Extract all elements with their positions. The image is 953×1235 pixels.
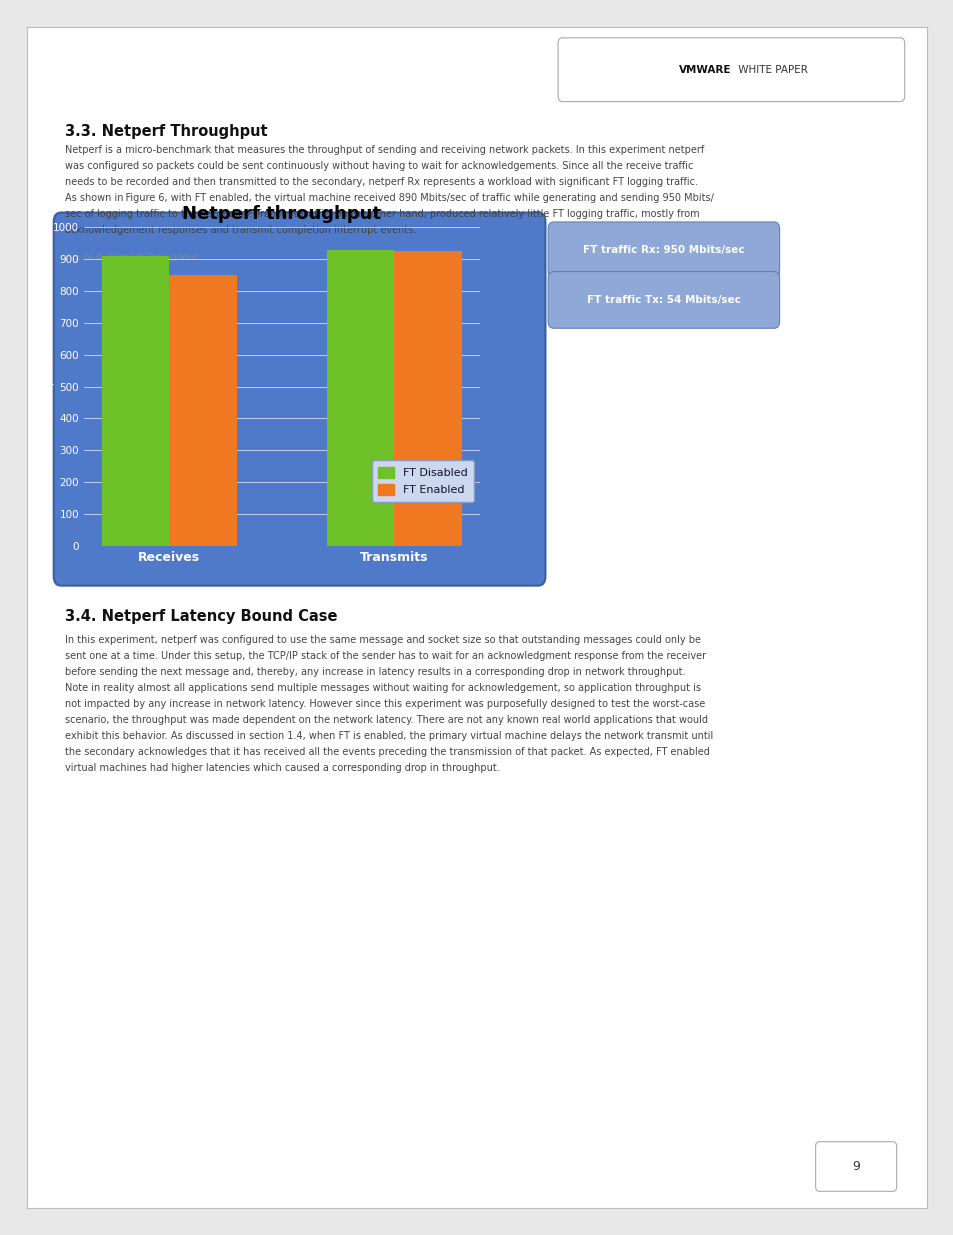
Bar — [394, 251, 461, 546]
Text: FT traffic Tx: 54 Mbits/sec: FT traffic Tx: 54 Mbits/sec — [586, 295, 740, 305]
Bar — [102, 256, 170, 546]
Text: In this experiment, netperf was configured to use the same message and socket si: In this experiment, netperf was configur… — [65, 635, 700, 645]
Text: acknowledgement responses and transmit completion interrupt events.: acknowledgement responses and transmit c… — [65, 225, 416, 235]
Text: FT traffic Rx: 950 Mbits/sec: FT traffic Rx: 950 Mbits/sec — [582, 246, 744, 256]
Text: WHITE PAPER: WHITE PAPER — [734, 64, 806, 74]
Text: needs to be recorded and then transmitted to the secondary, netperf Rx represent: needs to be recorded and then transmitte… — [65, 177, 697, 188]
Text: VMWARE: VMWARE — [679, 64, 731, 74]
Text: not impacted by any increase in network latency. However since this experiment w: not impacted by any increase in network … — [65, 699, 704, 709]
Title: Netperf throughput: Netperf throughput — [182, 205, 381, 222]
FancyBboxPatch shape — [558, 38, 903, 101]
Text: As shown in Figure 6, with FT enabled, the virtual machine received 890 Mbits/se: As shown in Figure 6, with FT enabled, t… — [65, 193, 713, 203]
Text: Note in reality almost all applications send multiple messages without waiting f: Note in reality almost all applications … — [65, 683, 700, 693]
Text: 9: 9 — [851, 1160, 860, 1173]
Text: Figure 6. Netperf Throughput: Figure 6. Netperf Throughput — [65, 253, 196, 262]
Text: was configured so packets could be sent continuously without having to wait for : was configured so packets could be sent … — [65, 162, 692, 172]
Text: 3.4. Netperf Latency Bound Case: 3.4. Netperf Latency Bound Case — [65, 609, 336, 624]
FancyBboxPatch shape — [548, 222, 779, 279]
FancyBboxPatch shape — [53, 212, 545, 585]
Y-axis label: Mbits/sec: Mbits/sec — [41, 358, 54, 415]
Bar — [327, 249, 394, 546]
FancyBboxPatch shape — [548, 272, 779, 329]
Text: exhibit this behavior. As discussed in section 1.4, when FT is enabled, the prim: exhibit this behavior. As discussed in s… — [65, 731, 712, 741]
Text: Netperf is a micro-benchmark that measures the throughput of sending and receivi: Netperf is a micro-benchmark that measur… — [65, 146, 703, 156]
Legend: FT Disabled, FT Enabled: FT Disabled, FT Enabled — [372, 461, 474, 503]
Text: 3.3. Netperf Throughput: 3.3. Netperf Throughput — [65, 124, 267, 140]
Text: before sending the next message and, thereby, any increase in latency results in: before sending the next message and, the… — [65, 667, 684, 677]
Bar — [170, 275, 236, 546]
Text: sent one at a time. Under this setup, the TCP/IP stack of the sender has to wait: sent one at a time. Under this setup, th… — [65, 651, 705, 661]
Text: sec of logging traffic to the secondary. Transmit traffic, on the other hand, pr: sec of logging traffic to the secondary.… — [65, 209, 699, 219]
Text: virtual machines had higher latencies which caused a corresponding drop in throu: virtual machines had higher latencies wh… — [65, 763, 498, 773]
Text: scenario, the throughput was made dependent on the network latency. There are no: scenario, the throughput was made depend… — [65, 715, 707, 725]
FancyBboxPatch shape — [815, 1141, 896, 1192]
Text: the secondary acknowledges that it has received all the events preceding the tra: the secondary acknowledges that it has r… — [65, 747, 709, 757]
